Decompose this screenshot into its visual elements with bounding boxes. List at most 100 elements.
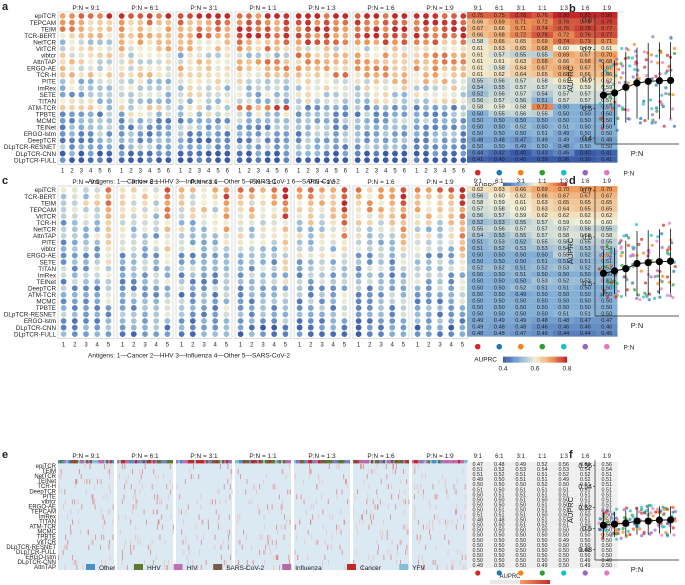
heat-stripe-e — [383, 554, 385, 560]
category-bar-e — [314, 460, 316, 464]
heat-stripe-e — [416, 484, 418, 490]
dot-a — [314, 65, 321, 72]
table-cell-c — [467, 205, 489, 213]
colorbar-e — [538, 580, 540, 584]
category-bar-e — [387, 460, 389, 464]
table-value-c: 0.50 — [494, 305, 505, 311]
dot-a — [283, 19, 290, 26]
dot-c — [271, 219, 278, 226]
dot-a — [146, 137, 153, 144]
scatter-point-d — [609, 263, 613, 267]
dot-a — [314, 144, 321, 150]
dot-a — [283, 13, 290, 19]
table-value-c: 0.58 — [580, 233, 591, 239]
dot-a — [364, 45, 370, 52]
dot-a — [137, 26, 144, 32]
table-cell-c — [467, 238, 489, 245]
dot-c — [83, 259, 89, 265]
table-cell-e — [574, 547, 596, 553]
heat-stripe-e — [362, 565, 363, 571]
dot-c — [307, 331, 314, 337]
dot-c — [414, 232, 421, 239]
dot-c — [94, 318, 101, 324]
table-cell-e — [596, 482, 618, 488]
category-bar-e — [123, 460, 125, 464]
table-value-c: 0.65 — [601, 200, 612, 206]
dot-a — [364, 26, 370, 32]
dot-a — [59, 13, 66, 19]
table-value-e: 0.50 — [559, 558, 570, 564]
dot-a — [392, 104, 398, 111]
dot-c — [248, 318, 255, 324]
dot-a — [78, 104, 85, 111]
table-cell-e — [596, 492, 618, 498]
row-label-a: DeepTCR — [28, 138, 56, 145]
heat-stripe-e — [156, 509, 158, 515]
table-cell-c — [553, 284, 575, 291]
category-bar-e — [192, 460, 194, 464]
table-value-a: 0.41 — [601, 151, 612, 157]
scatter-point-b — [641, 102, 645, 106]
dot-c — [83, 331, 89, 337]
dot-c — [414, 265, 421, 272]
category-bar-e — [226, 460, 228, 464]
table-value-a: 0.61 — [472, 59, 483, 65]
dot-a — [205, 150, 212, 157]
colorbar-e — [496, 580, 498, 584]
table-cell-a — [531, 57, 553, 65]
group-title-a: P:N = 9:1 — [72, 5, 100, 12]
heat-stripe-e — [446, 565, 448, 571]
row-label-c: ERGO-lstm — [24, 318, 56, 325]
colorbar-e — [521, 580, 524, 584]
table-cell-e — [553, 563, 575, 569]
dot-a — [364, 124, 370, 131]
dot-a — [441, 157, 448, 164]
dot-c — [378, 305, 384, 311]
table-value-e: 0.51 — [494, 507, 505, 513]
dot-a — [460, 124, 467, 131]
table-cell-c — [574, 244, 596, 252]
heat-stripe-e — [223, 484, 225, 490]
dot-c — [319, 272, 325, 279]
row-label-a: AttnTAP — [33, 59, 56, 66]
dot-c — [164, 200, 171, 207]
category-bar-e — [228, 460, 230, 464]
heat-stripe-e — [276, 524, 277, 530]
heat-stripe-e — [229, 554, 231, 560]
dot-a — [333, 78, 339, 85]
dot-a — [295, 32, 302, 39]
heat-stripe-e — [344, 565, 346, 571]
table-cell-a — [574, 44, 596, 52]
dot-a — [106, 98, 113, 105]
dot-a — [441, 104, 448, 111]
dot-a — [460, 137, 467, 144]
dot-a — [305, 117, 311, 124]
dot-c — [105, 187, 112, 193]
scatter-point-f — [621, 530, 625, 534]
group-frame-c — [57, 185, 115, 339]
heat-stripe-e — [340, 509, 342, 515]
heat-stripe-e — [310, 504, 312, 510]
dot-c — [400, 213, 407, 220]
dot-a — [392, 26, 398, 32]
table-cell-a — [531, 25, 553, 32]
table-cell-c — [574, 231, 596, 239]
table-value-e: 0.51 — [537, 492, 548, 498]
colorbar-c — [504, 356, 507, 363]
table-value-c: 0.69 — [537, 187, 548, 193]
dot-c — [71, 298, 78, 305]
heat-stripe-e — [400, 539, 402, 545]
table-cell-a — [574, 156, 596, 163]
dot-a — [106, 52, 113, 59]
table-value-c: 0.50 — [537, 311, 548, 317]
heat-stripe-e — [283, 514, 285, 520]
dot-c — [237, 331, 244, 337]
scatter-point-b — [654, 83, 658, 87]
dot-a — [205, 65, 212, 72]
dot-c — [164, 232, 171, 239]
scatter-point-b — [633, 62, 637, 66]
dot-c — [223, 324, 230, 331]
heat-stripe-e — [429, 499, 430, 505]
heat-stripe-e — [109, 464, 111, 470]
dot-a — [236, 39, 243, 46]
